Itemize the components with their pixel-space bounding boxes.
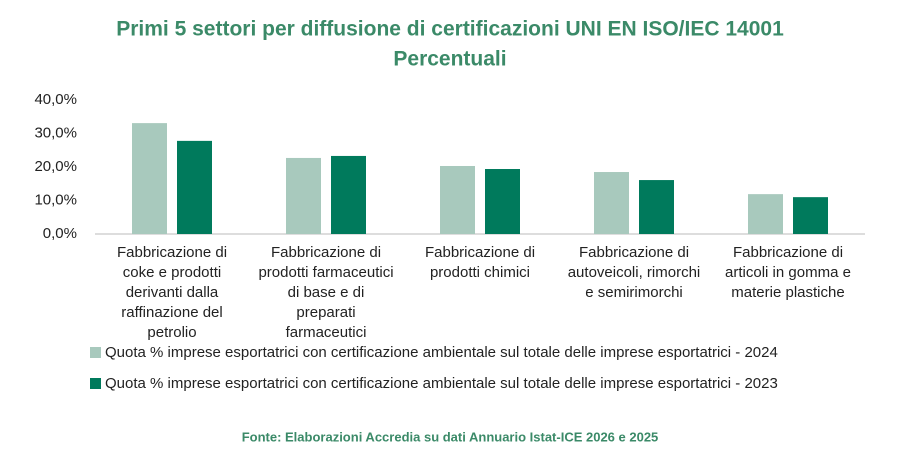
legend-label: Quota % imprese esportatrici con certifi… xyxy=(105,343,778,361)
x-tick-label: Fabbricazione di prodotti chimici xyxy=(424,244,536,281)
y-tick-label: 20,0% xyxy=(34,158,77,175)
legend-item: Quota % imprese esportatrici con certifi… xyxy=(90,342,778,362)
x-tick-label: Fabbricazione di articoli in gomma e mat… xyxy=(725,244,851,301)
bar xyxy=(639,180,674,234)
legend-item: Quota % imprese esportatrici con certifi… xyxy=(90,373,778,393)
bar xyxy=(132,123,167,234)
bar xyxy=(793,197,828,234)
legend-label: Quota % imprese esportatrici con certifi… xyxy=(105,374,778,392)
bar xyxy=(440,165,475,234)
bar xyxy=(286,157,321,234)
x-tick-label: Fabbricazione di autoveicoli, rimorchi e… xyxy=(567,244,701,301)
legend-swatch xyxy=(90,377,101,389)
x-tick-label: Fabbricazione di coke e prodotti derivan… xyxy=(116,244,228,341)
bar xyxy=(177,140,212,234)
bar xyxy=(485,169,520,234)
legend-swatch xyxy=(90,346,101,358)
y-tick-label: 30,0% xyxy=(34,124,77,141)
y-tick-label: 10,0% xyxy=(34,191,77,208)
y-tick-label: 0,0% xyxy=(43,225,77,242)
bar xyxy=(594,172,629,234)
chart-title: Primi 5 settori per diffusione di certif… xyxy=(116,18,784,41)
x-tick-label: Fabbricazione di prodotti farmaceutici d… xyxy=(258,244,394,341)
bar xyxy=(331,155,366,234)
bar xyxy=(748,194,783,234)
y-tick-label: 40,0% xyxy=(34,91,77,108)
source-note: Fonte: Elaborazioni Accredia su dati Ann… xyxy=(242,429,659,444)
chart-subtitle: Percentuali xyxy=(393,48,506,71)
